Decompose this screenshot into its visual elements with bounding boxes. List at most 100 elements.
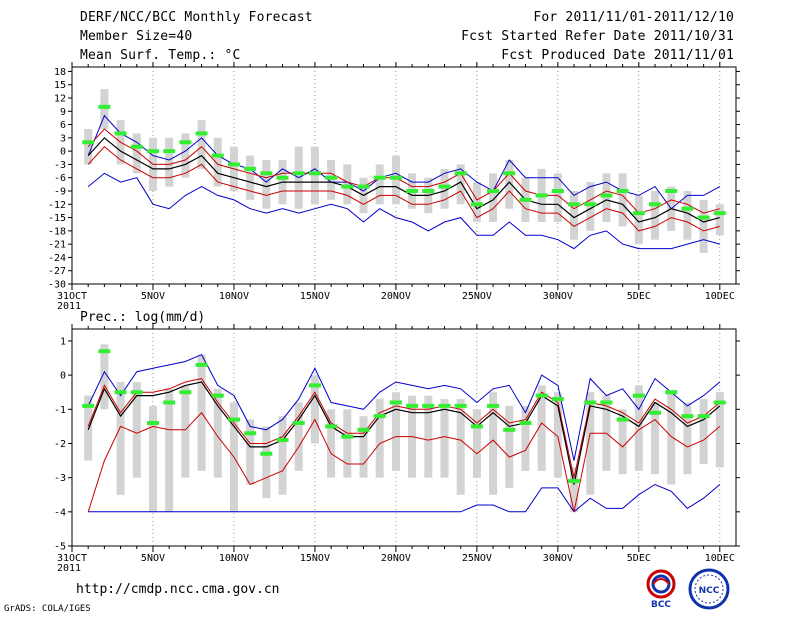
prec-x-tick-label: 10DEC <box>705 553 735 564</box>
prec-y-tick-label: -2 <box>54 439 66 450</box>
variable-label: Mean Surf. Temp.: °C <box>80 48 241 63</box>
temp-spread-box <box>375 164 384 205</box>
forecast-produced: Fcst Produced Date 2011/11/01 <box>501 48 734 63</box>
prec-median-mark <box>616 417 629 422</box>
temp-median-mark <box>389 175 402 180</box>
precip-title: Prec.: log(mm/d) <box>80 310 206 325</box>
temp-y-tick-label: 6 <box>60 120 66 131</box>
bcc-logo: BCC <box>641 568 681 610</box>
prec-y-tick-label: -1 <box>54 405 66 416</box>
prec-x-tick-label: 25NOV <box>462 553 492 564</box>
prec-mean-line <box>87 381 721 485</box>
prec-spread-box <box>181 385 190 478</box>
prec-y-tick-label: -3 <box>54 473 66 484</box>
temp-x-tick-label: 5NOV <box>141 291 165 302</box>
temp-spread-box <box>310 146 319 205</box>
temp-median-mark <box>325 175 338 180</box>
prec-spread-box <box>683 402 692 475</box>
temp-median-mark <box>406 189 419 193</box>
temp-max-line <box>87 114 721 210</box>
temp-x-tick-label: 31OCT <box>57 291 87 302</box>
prec-spread-box <box>586 392 595 495</box>
prec-median-mark <box>276 438 289 443</box>
prec-median-mark <box>470 424 483 429</box>
temp-y-tick-label: -15 <box>48 213 66 224</box>
temp-median-mark <box>649 202 662 207</box>
prec-median-mark <box>632 393 645 398</box>
prec-median-mark <box>163 400 176 405</box>
prec-spread-box <box>343 409 352 478</box>
prec-median-mark <box>713 400 726 405</box>
prec-spread-box <box>116 381 125 495</box>
temp-y-tick-label: -18 <box>48 226 66 237</box>
temp-median-mark <box>227 162 240 167</box>
prec-x-year-label: 2011 <box>57 563 81 574</box>
prec-median-mark <box>487 403 500 408</box>
prec-median-mark <box>697 414 710 419</box>
temp-median-mark <box>292 171 305 176</box>
temp-spread-box <box>570 191 579 240</box>
prec-x-tick-label: 10NOV <box>219 553 249 564</box>
temp-spread-box <box>343 164 352 205</box>
temp-x-tick-label: 10DEC <box>705 291 735 302</box>
temp-median-mark <box>568 202 581 207</box>
prec-spread-box <box>521 405 530 471</box>
temp-spread-box <box>699 199 708 253</box>
temp-median-mark <box>697 215 710 220</box>
temp-spread-box <box>197 120 206 169</box>
prec-lower-line <box>87 411 721 512</box>
prec-median-mark <box>114 390 127 395</box>
prec-spread-box <box>440 399 449 478</box>
grads-credit: GrADS: COLA/IGES <box>4 604 91 614</box>
prec-median-mark <box>211 393 224 398</box>
prec-spread-box <box>132 381 141 478</box>
prec-median-mark <box>98 349 111 354</box>
temp-x-tick-label: 25NOV <box>462 291 492 302</box>
temp-median-mark <box>260 171 273 176</box>
prec-median-mark <box>503 427 516 432</box>
temp-spread-box <box>602 173 611 222</box>
temp-median-mark <box>422 189 435 193</box>
temp-median-mark <box>211 153 224 158</box>
prec-spread-box <box>715 392 724 468</box>
temp-median-mark <box>98 104 111 109</box>
temp-median-mark <box>503 171 516 176</box>
temp-y-tick-label: 18 <box>54 67 66 78</box>
temp-spread-box <box>715 204 724 236</box>
prec-spread-box <box>148 405 157 512</box>
temp-panel: 18 15 12 9 6 3 0 -3 -6 -9 -12 -15 -18 -21 -24 -27 -3031O… <box>48 62 740 312</box>
prec-min-line <box>88 483 721 513</box>
temp-median-mark <box>179 140 192 145</box>
temp-y-tick-label: -6 <box>54 173 66 184</box>
prec-spread-box <box>667 392 676 485</box>
temp-x-tick-label: 10NOV <box>219 291 249 302</box>
prec-median-mark <box>292 420 305 425</box>
prec-spread-box <box>618 409 627 475</box>
prec-median-mark <box>519 420 532 425</box>
prec-median-mark <box>341 434 354 439</box>
prec-spread-box <box>327 409 336 478</box>
temp-upper-line <box>87 128 720 214</box>
prec-spread-box <box>246 419 255 485</box>
temp-spread-box <box>100 89 109 129</box>
temp-spread-box <box>553 173 562 222</box>
prec-median-mark <box>130 390 143 395</box>
temp-x-tick-label: 5DEC <box>627 291 651 302</box>
chart-title: DERF/NCC/BCC Monthly Forecast <box>80 10 313 25</box>
source-url[interactable]: http://cmdp.ncc.cma.gov.cn <box>76 582 280 597</box>
prec-spread-box <box>391 392 400 471</box>
prec-x-tick-label: 5NOV <box>141 553 165 564</box>
prec-median-mark <box>649 410 662 415</box>
prec-median-mark <box>146 420 159 425</box>
prec-y-tick-label: 0 <box>60 371 66 382</box>
prec-median-mark <box>438 403 451 408</box>
prec-spread-box <box>634 385 643 471</box>
prec-median-mark <box>308 383 321 388</box>
temp-median-mark <box>82 140 95 145</box>
temp-x-tick-label: 20NOV <box>381 291 411 302</box>
temp-y-tick-label: 9 <box>60 107 66 118</box>
prec-median-mark <box>681 414 694 419</box>
prec-median-mark <box>227 417 240 422</box>
temp-median-mark <box>130 144 143 149</box>
